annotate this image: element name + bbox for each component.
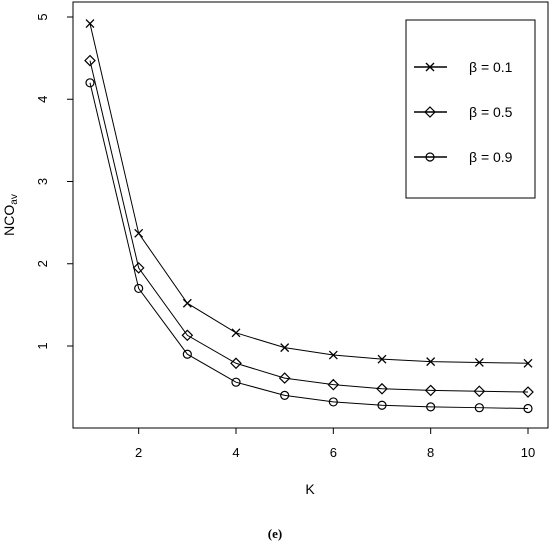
legend-marker [424,106,436,118]
data-point [376,382,388,395]
series-layer [84,19,534,414]
legend-label: β = 0.5 [469,104,513,120]
data-point [377,400,387,410]
series-line [89,82,529,410]
data-point [182,298,192,308]
y-axis-label-main: NCO [1,205,17,236]
data-point [377,354,387,364]
legend-item-2: β = 0.5 [414,104,513,120]
data-point [230,357,242,370]
data-point [424,384,437,397]
data-point [181,329,194,342]
y-axis-label-sub: av [9,194,20,205]
data-point [474,403,484,413]
legend-marker [425,152,435,162]
y-axis-label: NCOav [1,194,20,236]
legend-marker [425,62,435,72]
x-tick-label: 2 [135,445,142,460]
data-point [426,357,436,367]
data-point [134,228,144,238]
series-line [89,60,529,393]
x-tick-label: 4 [232,445,239,460]
figure-caption: (e) [267,526,283,541]
data-point [231,328,241,338]
data-point [84,54,96,67]
plot-frame [72,1,549,429]
legend-items: β = 0.1 β = 0.5 β = 0.9 [414,59,513,165]
series-2 [84,54,534,398]
series-3 [85,78,533,414]
data-point [278,372,291,384]
y-tick-label: 4 [35,96,50,103]
data-point [328,350,338,360]
y-tick-label: 2 [35,260,50,267]
data-point [85,19,95,29]
data-point [328,397,338,407]
series-1 [85,19,533,368]
data-point [522,386,534,398]
data-point [134,283,144,294]
data-point [426,402,436,412]
data-point [474,357,484,367]
y-tick-label: 3 [35,178,50,185]
data-point [132,262,145,274]
data-point [280,390,290,400]
legend-label: β = 0.1 [469,59,513,75]
x-axis-label: K [305,481,315,497]
legend-item-3: β = 0.9 [414,149,513,165]
legend-item-1: β = 0.1 [414,59,513,75]
x-tick-label: 6 [330,445,337,460]
data-point [523,403,533,414]
series-line [89,23,529,364]
y-tick-label: 5 [35,13,50,20]
data-point [523,358,533,368]
data-point [327,378,340,391]
data-point [182,349,192,359]
x-tick-label: 8 [427,445,434,460]
data-point [280,343,290,353]
data-point [85,78,95,88]
data-point [231,377,241,387]
data-point [473,385,486,398]
x-tick-label: 10 [521,445,535,460]
legend-label: β = 0.9 [469,149,513,165]
y-tick-label: 1 [35,342,50,349]
legend: β = 0.1 β = 0.5 β = 0.9 [405,19,536,199]
